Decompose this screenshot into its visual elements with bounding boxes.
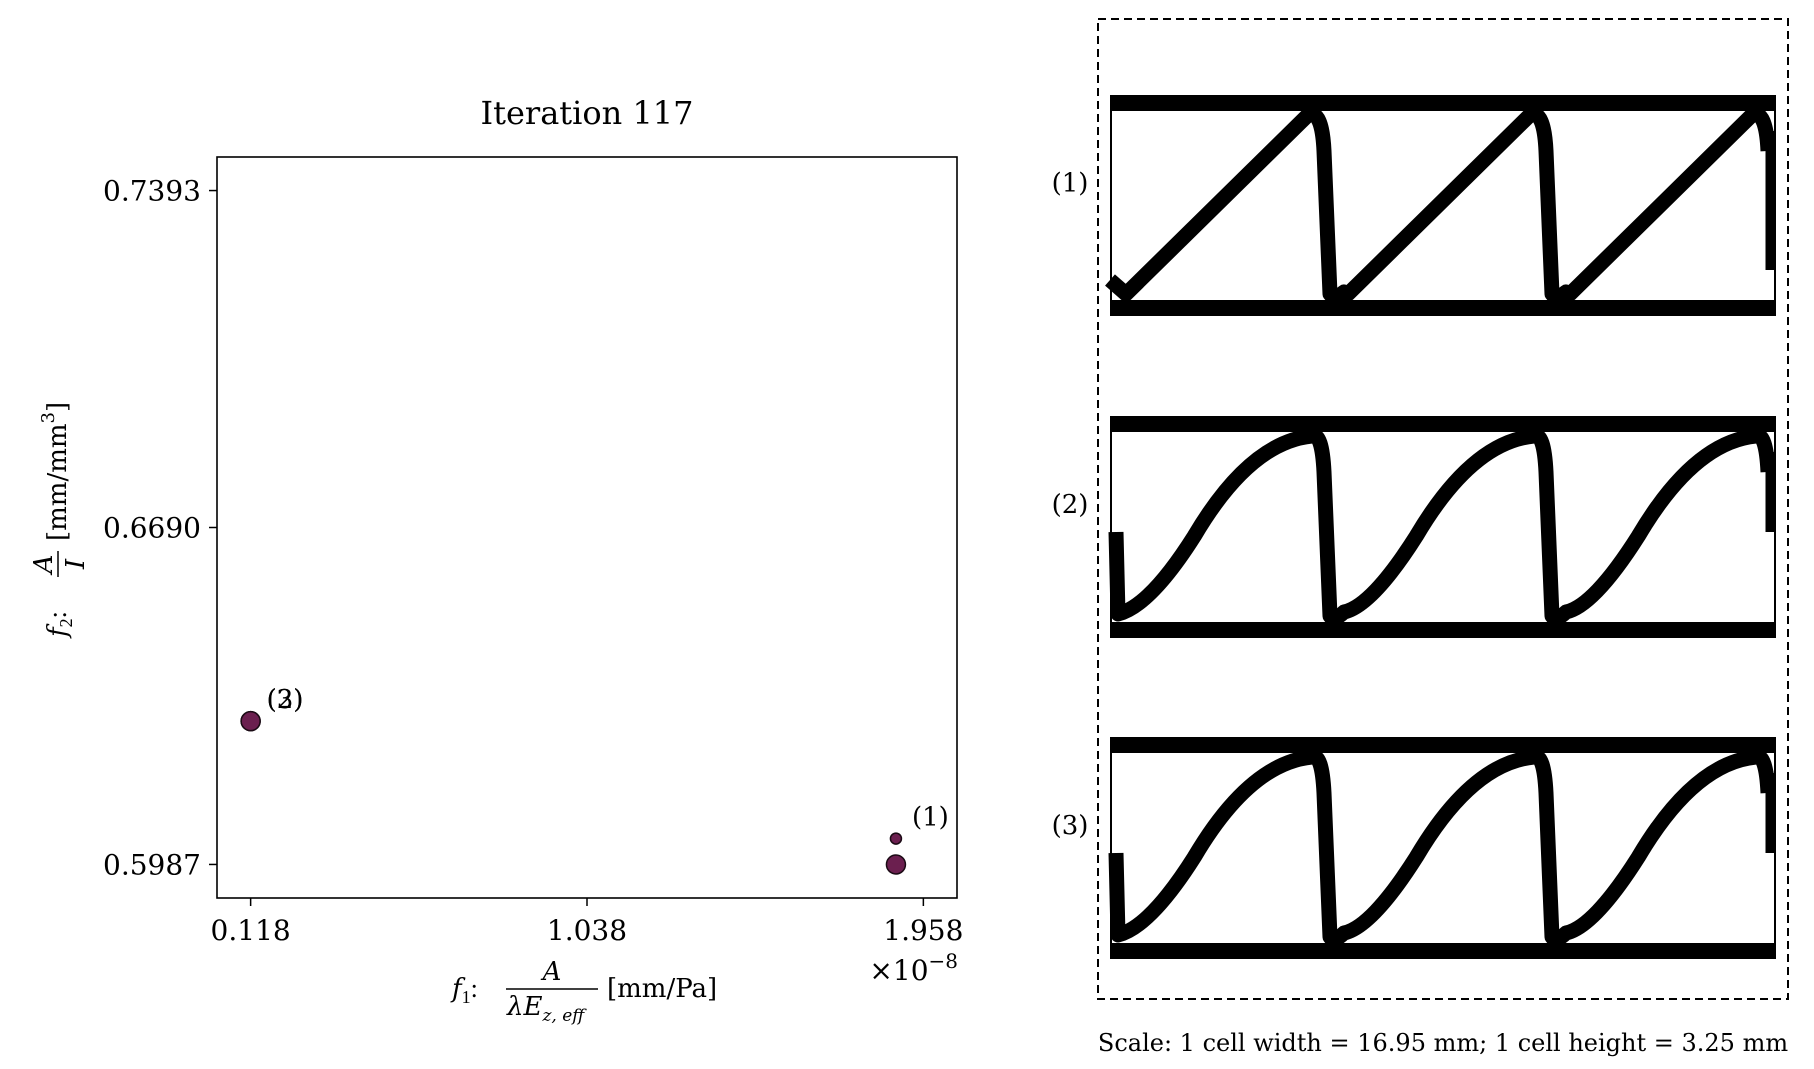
core-wave bbox=[1108, 428, 1776, 626]
svg-text:I: I bbox=[61, 558, 91, 570]
core-wave bbox=[1105, 106, 1776, 305]
svg-text:f2:: f2: bbox=[43, 611, 76, 639]
x-tick-label: 0.118 bbox=[211, 914, 291, 947]
svg-text:A: A bbox=[541, 957, 562, 987]
scatter-point bbox=[885, 854, 907, 875]
plot-area bbox=[216, 156, 958, 899]
y-tick-label: 0.7393 bbox=[103, 175, 201, 208]
scatter-points bbox=[240, 710, 907, 875]
point-label: (3) bbox=[267, 685, 304, 715]
svg-text:λEz, eff: λEz, eff bbox=[506, 992, 587, 1026]
y-axis-label: f2: A I [mm/mm3] bbox=[29, 402, 91, 639]
top-face-sheet bbox=[1110, 737, 1776, 753]
x-axis-multiplier: ×10−8 bbox=[869, 949, 958, 987]
x-tick-label: 1.038 bbox=[547, 914, 627, 947]
core-wave bbox=[1108, 749, 1776, 947]
scale-caption: Scale: 1 cell width = 16.95 mm; 1 cell h… bbox=[1098, 1029, 1788, 1057]
y-axis: 0.5987 0.6690 0.7393 bbox=[103, 175, 217, 881]
x-axis-label: f1: A λEz, eff [mm/Pa] bbox=[450, 957, 717, 1026]
bottom-face-sheet bbox=[1110, 622, 1776, 638]
point-label: (2) bbox=[267, 685, 304, 715]
structures-panel bbox=[1097, 18, 1789, 1000]
top-face-sheet bbox=[1110, 416, 1776, 432]
structure-label: (3) bbox=[1052, 811, 1089, 841]
svg-text:A: A bbox=[29, 555, 59, 576]
svg-text:[mm/Pa]: [mm/Pa] bbox=[607, 974, 717, 1004]
structure-3: (3) bbox=[1052, 737, 1776, 959]
point-label: (1) bbox=[912, 803, 949, 833]
structure-label: (2) bbox=[1052, 490, 1089, 520]
top-face-sheet bbox=[1110, 95, 1776, 111]
y-tick-label: 0.5987 bbox=[103, 848, 201, 881]
structure-2: (2) bbox=[1052, 416, 1776, 638]
svg-text:[mm/mm3]: [mm/mm3] bbox=[38, 402, 73, 541]
structure-drawings: (1) (2) (3) bbox=[1052, 95, 1776, 959]
svg-text:f1:: f1: bbox=[450, 974, 478, 1007]
scatter-point bbox=[889, 832, 903, 845]
bottom-face-sheet bbox=[1110, 300, 1776, 316]
scatter-point bbox=[240, 710, 261, 732]
x-tick-label: 1.958 bbox=[883, 914, 963, 947]
bottom-face-sheet bbox=[1110, 943, 1776, 959]
x-axis: 0.118 1.038 1.958 bbox=[211, 898, 963, 947]
point-labels: (1) (2)(3) bbox=[267, 685, 949, 832]
chart-title: Iteration 117 bbox=[480, 94, 693, 132]
structure-label: (1) bbox=[1052, 169, 1089, 199]
structure-1: (1) bbox=[1052, 95, 1776, 316]
y-tick-label: 0.6690 bbox=[103, 512, 201, 545]
